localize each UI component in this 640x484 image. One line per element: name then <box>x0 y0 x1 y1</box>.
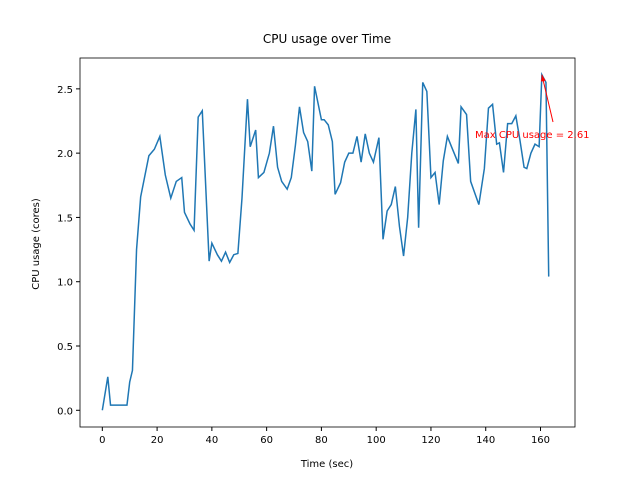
y-tick-label: 1.5 <box>57 213 73 224</box>
plot-frame <box>79 57 576 428</box>
x-tick-label: 20 <box>151 435 164 446</box>
y-tick-label: 2.5 <box>57 85 73 96</box>
x-tick-label: 160 <box>531 435 550 446</box>
x-tick-label: 80 <box>315 435 328 446</box>
x-tick-label: 40 <box>205 435 218 446</box>
x-tick-label: 0 <box>99 435 105 446</box>
x-tick-label: 120 <box>421 435 440 446</box>
y-axis-label: CPU usage (cores) <box>31 198 42 290</box>
annotation-text: Max CPU usage = 2.61 <box>475 130 590 141</box>
y-tick-label: 0.0 <box>57 406 73 417</box>
chart-title: CPU usage over Time <box>263 32 391 46</box>
x-tick-label: 140 <box>476 435 495 446</box>
annotation-arrow <box>541 74 554 123</box>
x-tick-label: 100 <box>367 435 386 446</box>
y-tick-label: 2.0 <box>57 149 73 160</box>
x-tick-label: 60 <box>260 435 273 446</box>
y-tick-label: 0.5 <box>57 342 73 353</box>
data-line <box>101 71 550 411</box>
annotation-arrowhead <box>541 74 546 82</box>
y-tick-label: 1.0 <box>57 278 73 289</box>
x-axis-label: Time (sec) <box>300 459 353 470</box>
